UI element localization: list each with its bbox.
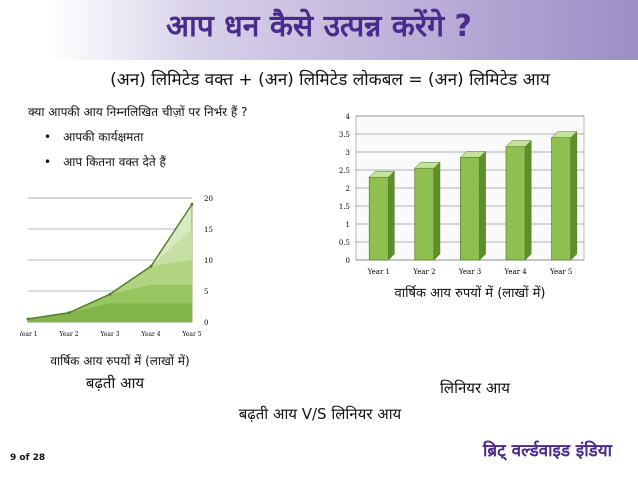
bar-top (414, 161, 441, 169)
bar-side (524, 139, 532, 261)
x-tick-label: Year 2 (58, 331, 78, 338)
growing-income-chart: 0 5 10 15 20 Year 1 Year 2 Year 3 Year 4 Year 5 (20, 195, 213, 338)
bar-top (459, 151, 487, 158)
y-tick-label: 0 (346, 257, 350, 265)
y-tick-label: 0 (204, 319, 208, 327)
bar (551, 137, 572, 261)
left-chart-caption: वार्षिक आय रुपयों में (लाखों में) (50, 354, 190, 368)
y-tick-label: 20 (204, 195, 213, 203)
data-point (26, 317, 30, 321)
linear-income-chart: 0 0.5 1 1.5 2 2.5 3 3.5 4 Year 1 Year 2 Year 3 Year … (339, 113, 585, 276)
data-point (149, 264, 153, 268)
x-tick-label: Year 2 (412, 268, 435, 276)
x-tick-label: Year 4 (503, 268, 527, 276)
bar-top (368, 170, 395, 178)
bar (505, 146, 526, 261)
data-point (108, 292, 112, 296)
x-tick-label: Year 5 (549, 268, 572, 276)
question-text: क्या आपकी आय निम्नलिखित चीज़ों पर निर्भर… (28, 105, 248, 119)
bullet-item: आप कितना वक्त देते हैं (44, 153, 166, 170)
area-band (28, 303, 192, 322)
x-tick-label: Year 4 (140, 331, 160, 338)
y-tick-label: 10 (204, 257, 213, 265)
growing-income-label: बढ़ती आय (85, 374, 145, 392)
bullet-item: आपकी कार्यक्षमता (44, 128, 166, 145)
comparison-text: बढ़ती आय V/S लिनियर आय (238, 405, 402, 423)
x-tick-label: Year 1 (20, 331, 38, 338)
bar-side (388, 170, 395, 261)
x-tick-label: Year 3 (458, 268, 481, 276)
bar (460, 157, 480, 261)
y-tick-label: 3 (346, 149, 350, 157)
page-number: 9 of 28 (10, 453, 46, 463)
data-point (67, 311, 71, 315)
slide-title: आप धन कैसे उत्पन्न करेंगे ? (166, 9, 472, 44)
y-tick-label: 2 (346, 185, 350, 193)
data-point (190, 202, 194, 206)
y-tick-label: 0.5 (339, 239, 350, 247)
brand-name: ब्रिट् वर्ल्डवाइड इंडिया (483, 441, 612, 461)
right-chart-caption: वार्षिक आय रुपयों में (लाखों में) (394, 286, 546, 301)
formula-text: (अन) लिमिटेड वक्त + (अन) लिमिटेड लोकबल =… (110, 70, 550, 90)
x-tick-label: Year 1 (367, 268, 390, 276)
bar (414, 167, 435, 261)
y-tick-label: 1.5 (339, 203, 350, 211)
bar (368, 176, 389, 261)
bar-side (479, 150, 486, 261)
bullet-list: आपकी कार्यक्षमता आप कितना वक्त देते हैं (44, 128, 166, 178)
y-tick-label: 5 (204, 288, 208, 296)
y-tick-label: 1 (346, 221, 350, 229)
x-tick-label: Year 5 (181, 331, 201, 338)
y-tick-label: 3.5 (339, 131, 350, 139)
bar-top (505, 140, 532, 147)
bar-top (551, 131, 578, 138)
bar-side (433, 161, 441, 261)
y-tick-label: 15 (204, 226, 213, 234)
bar-side (570, 130, 578, 261)
y-tick-label: 2.5 (339, 167, 350, 175)
y-tick-label: 4 (346, 113, 351, 121)
linear-income-label: लिनियर आय (440, 379, 510, 397)
title-banner (0, 0, 638, 60)
x-tick-label: Year 3 (99, 331, 119, 338)
